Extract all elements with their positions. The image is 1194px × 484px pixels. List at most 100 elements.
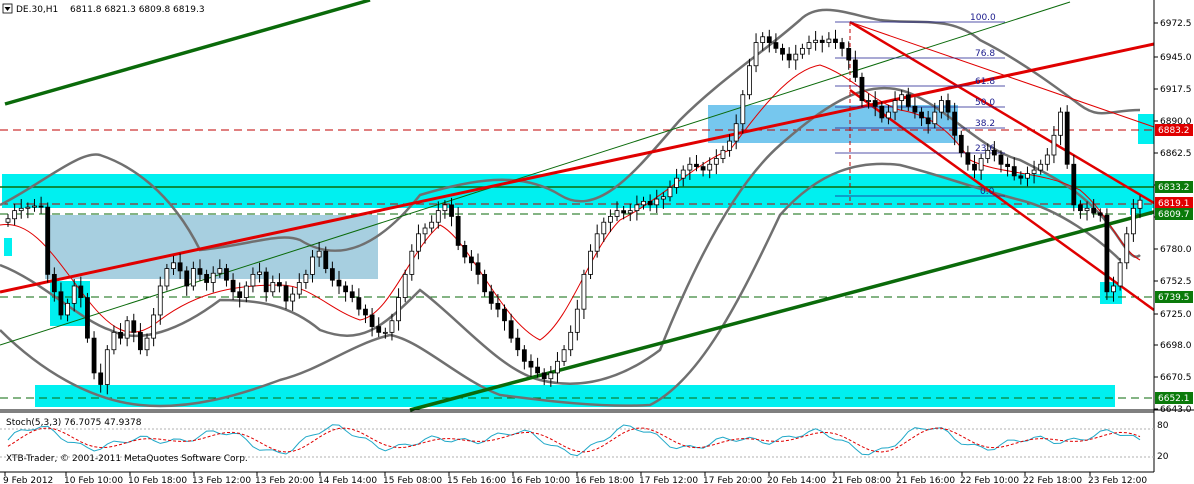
candle-body — [111, 331, 117, 351]
candle-body — [680, 169, 686, 179]
candle-body — [813, 39, 819, 43]
candle-body — [296, 282, 302, 295]
fib-level-label: 50.0 — [975, 98, 995, 108]
candle-body — [760, 36, 766, 43]
candle-body — [416, 233, 421, 252]
candle-body — [488, 291, 494, 304]
candle-body — [1117, 262, 1123, 287]
candle-body — [694, 163, 699, 167]
x-tick-label: 13 Feb 20:00 — [255, 476, 314, 484]
osc-level-20: 20 — [1157, 452, 1169, 462]
candle-body — [1084, 207, 1090, 212]
x-tick-label: 13 Feb 12:00 — [192, 476, 251, 484]
candle-body — [991, 149, 997, 156]
candle-body — [5, 218, 11, 223]
bollinger-bands — [0, 8, 1141, 408]
candle-body — [972, 163, 977, 171]
candle-body — [614, 210, 620, 217]
x-tick-label: 21 Feb 16:00 — [896, 476, 955, 484]
price-label: 6883.2 — [1158, 126, 1190, 136]
candle-body — [780, 47, 785, 55]
candle-body — [886, 111, 891, 119]
candle-body — [250, 273, 256, 287]
cyan-zone-small — [4, 238, 12, 256]
dropdown-arrow-icon — [4, 7, 11, 11]
candle-body — [601, 221, 607, 235]
candle-body — [1124, 233, 1130, 264]
candle-body — [389, 320, 395, 333]
oscillator-panel: Stoch(5,3,3) 76.7075 47.9378 XTB-Trader,… — [0, 418, 1169, 464]
candle-body — [409, 250, 415, 275]
candle-body — [925, 117, 931, 125]
candle-body — [892, 100, 898, 113]
candle-body — [85, 297, 90, 339]
candle-body — [839, 42, 845, 49]
candle-body — [363, 308, 368, 316]
candle-body — [1111, 285, 1116, 293]
candle-body — [819, 39, 825, 43]
lightblue-zone-right — [708, 105, 958, 143]
candle-body — [455, 216, 461, 246]
x-tick-label: 10 Feb 10:00 — [64, 476, 123, 484]
y-tick-label: 6698.0 — [1160, 341, 1192, 351]
candle-body — [449, 204, 454, 217]
candle-body — [190, 268, 196, 287]
candle-body — [535, 366, 540, 374]
cyan-zone-upper — [2, 174, 1154, 208]
fib-level-label: 61.8 — [975, 77, 995, 87]
x-tick-label: 17 Feb 12:00 — [639, 476, 698, 484]
candle-body — [899, 94, 905, 101]
candle-body — [826, 38, 832, 43]
fib-level-label: 0.0 — [980, 187, 995, 197]
price-label: 6819.1 — [1158, 199, 1190, 209]
candle-body — [171, 262, 176, 269]
candle-body — [1091, 207, 1097, 214]
x-tick-label: 17 Feb 20:00 — [703, 476, 762, 484]
candle-body — [594, 233, 600, 252]
candle-body — [263, 271, 269, 293]
candle-body — [1044, 154, 1050, 165]
candle-body — [402, 273, 408, 298]
candle-body — [667, 187, 673, 198]
candle-body — [303, 273, 309, 283]
price-label-box — [1155, 181, 1193, 193]
price-label-box — [1155, 208, 1193, 220]
candle-body — [1097, 212, 1103, 216]
candle-body — [422, 227, 428, 235]
candle-body — [859, 76, 865, 101]
candle-body — [18, 207, 24, 212]
candle-body — [720, 149, 726, 159]
candle-body — [866, 100, 871, 102]
copyright-text: XTB-Trader, © 2001-2011 MetaQuotes Softw… — [6, 454, 248, 464]
y-tick-label: 6670.5 — [1160, 373, 1192, 383]
candle-body — [786, 53, 792, 61]
ohlc-label: 6811.8 6821.3 6809.8 6819.3 — [70, 5, 205, 15]
x-tick-label: 15 Feb 08:00 — [383, 476, 442, 484]
candle-body — [78, 285, 84, 298]
candle-body — [45, 206, 51, 275]
candle-body — [310, 256, 315, 275]
fib-level-label: 23.6 — [975, 144, 995, 154]
candle-body — [98, 372, 104, 385]
candle-body — [1078, 204, 1083, 212]
candle-body — [1018, 175, 1024, 179]
candle-body — [932, 111, 938, 125]
candle-body — [773, 42, 779, 49]
candle-body — [727, 140, 732, 151]
x-tick-label: 15 Feb 16:00 — [447, 476, 506, 484]
candle-body — [71, 285, 77, 304]
y-tick-label: 6890.0 — [1160, 117, 1192, 127]
candle-body — [51, 273, 57, 293]
candle-body — [32, 205, 37, 208]
candle-body — [329, 268, 335, 281]
candle-body — [1058, 111, 1063, 136]
candle-body — [707, 163, 713, 171]
candle-body — [952, 111, 958, 136]
candle-body — [1137, 199, 1143, 209]
candle-body — [1025, 173, 1030, 179]
oscillator-label: Stoch(5,3,3) 76.7075 47.9378 — [6, 418, 142, 428]
fib-level-label: 38.2 — [975, 119, 995, 129]
candle-body — [508, 320, 514, 339]
candle-body — [747, 65, 752, 96]
candle-body — [608, 216, 613, 223]
